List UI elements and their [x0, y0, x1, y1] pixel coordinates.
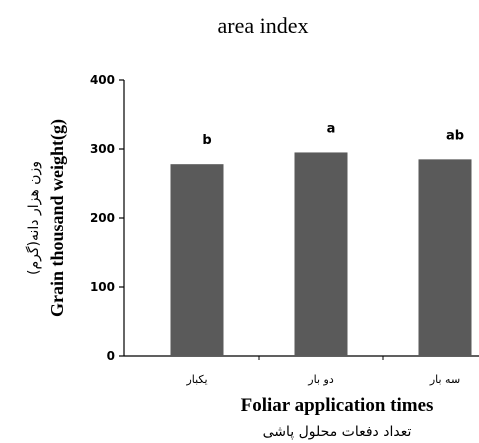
x-axis-title: Foliar application times — [241, 395, 434, 416]
significance-letter: a — [327, 121, 336, 136]
plot-area: 0 100 200 300 400 b یکبار a دو بار ab سه بار — [90, 73, 479, 386]
y-axis-title: Grain thousand weight(g) — [47, 119, 68, 317]
bar — [294, 152, 348, 356]
bar — [170, 164, 224, 356]
y-tick-label: 300 — [90, 142, 115, 156]
y-tick-label: 100 — [90, 280, 115, 294]
x-tick-label: یکبار — [185, 373, 207, 386]
y-tick-label: 200 — [90, 211, 115, 225]
x-axis-title-fa: تعداد دفعات محلول پاشی — [263, 424, 412, 440]
significance-letter: b — [202, 133, 211, 148]
significance-letter: ab — [446, 128, 464, 143]
x-tick-label: سه بار — [429, 373, 460, 386]
caption-fragment: area index — [218, 13, 309, 38]
y-tick-label: 400 — [90, 73, 115, 87]
x-tick-label: دو بار — [307, 373, 334, 386]
y-tick-label: 0 — [107, 349, 115, 363]
y-axis-title-fa: وزن هزار دانه(گرم) — [25, 161, 42, 275]
bar — [418, 159, 472, 356]
